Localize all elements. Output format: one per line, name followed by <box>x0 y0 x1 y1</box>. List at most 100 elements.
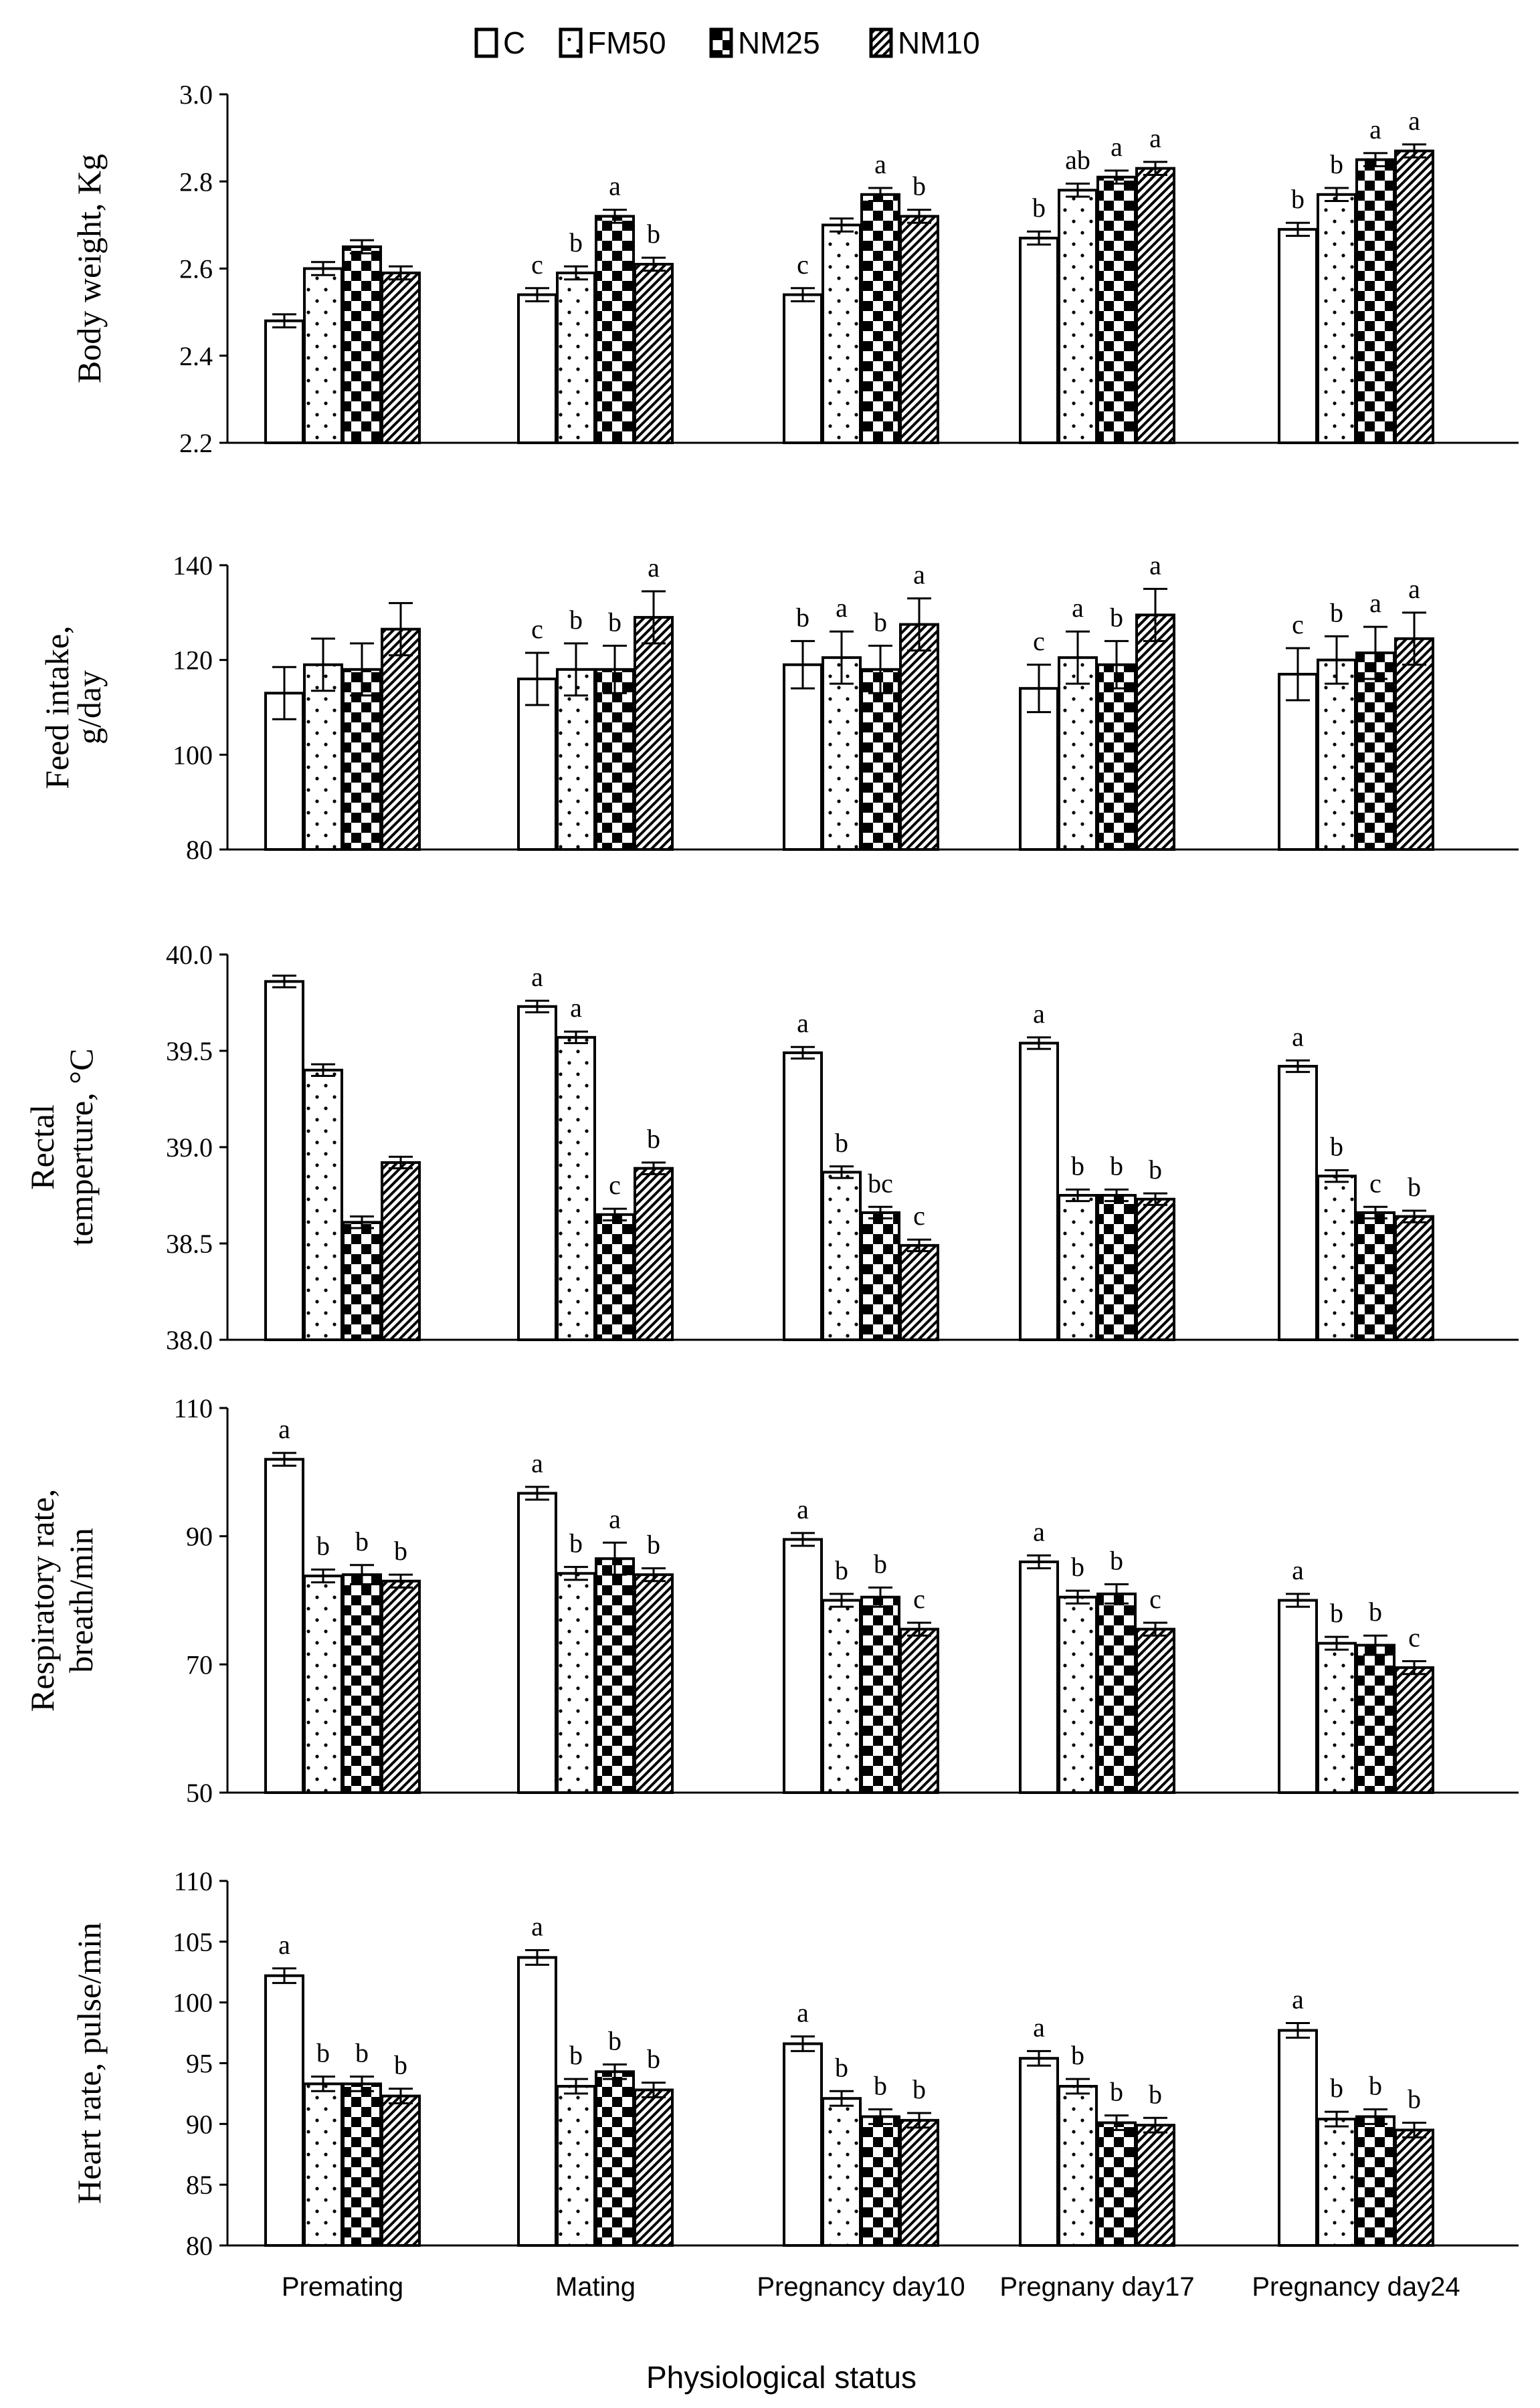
error-bar <box>830 630 854 685</box>
bar-nm25-4 <box>1096 175 1137 444</box>
bar-nm10-3 <box>899 2118 939 2247</box>
bar-c-4 <box>1019 687 1059 851</box>
bar-fm50-1 <box>303 663 343 851</box>
significance-letter: b <box>647 1124 660 1154</box>
error-bar <box>1143 1621 1167 1637</box>
error-bar <box>525 1949 549 1966</box>
error-bar <box>1027 664 1051 714</box>
error-bar <box>1286 1059 1310 1074</box>
significance-letter: b <box>1330 149 1343 179</box>
significance-letter: b <box>1408 1172 1421 1202</box>
significance-letter: b <box>394 2050 407 2080</box>
error-bar <box>1027 230 1051 246</box>
significance-letter: b <box>1330 597 1343 627</box>
y-tick-label: 95 <box>186 2049 213 2079</box>
significance-letter: c <box>797 249 809 280</box>
error-bar <box>603 209 627 224</box>
error-bar <box>791 1045 815 1060</box>
legend-label: NM10 <box>898 25 980 60</box>
y-tick-label: 100 <box>173 1988 213 2018</box>
y-axis-title: breath/min <box>62 1528 100 1673</box>
error-bar <box>603 644 627 694</box>
error-bar <box>1286 221 1310 237</box>
bar-nm25-1 <box>342 1221 382 1341</box>
bar-nm25-2 <box>595 215 635 444</box>
bar-fm50-3 <box>822 1599 862 1794</box>
significance-letter: c <box>913 1584 925 1614</box>
x-category-labels: Premating Mating Pregnancy day10 Pregnany d… <box>282 2272 1460 2302</box>
bar-nm10-4 <box>1135 2124 1175 2247</box>
bar-c-5 <box>1278 227 1318 444</box>
error-bar <box>830 1593 854 1608</box>
significance-letter: b <box>912 2074 926 2104</box>
significance-letter: a <box>609 171 621 201</box>
bar-c-3 <box>783 663 823 851</box>
error-bar <box>1104 1583 1129 1605</box>
significance-letter: b <box>874 2071 887 2101</box>
significance-letter: a <box>1292 1021 1304 1051</box>
error-bar <box>525 999 549 1013</box>
significance-letter: b <box>1071 1150 1084 1181</box>
significance-letter: b <box>1369 1597 1382 1627</box>
significance-letter: b <box>316 2037 330 2068</box>
bar-fm50-1 <box>303 2082 343 2247</box>
error-bar <box>1402 1209 1426 1223</box>
bar-nm10-1 <box>381 272 421 445</box>
error-bar <box>1363 2108 1387 2125</box>
bar-fm50-1 <box>303 1575 343 1794</box>
error-bar <box>564 642 588 697</box>
y-tick-label: 140 <box>173 550 213 581</box>
significance-letter: b <box>1330 1598 1343 1628</box>
error-bar <box>1143 161 1167 176</box>
legend-item-fm50: FM50 <box>559 25 666 60</box>
y-axis-title: Feed intake, <box>38 625 76 789</box>
y-tick-label: 80 <box>186 835 213 865</box>
bar-nm10-4 <box>1135 1197 1175 1342</box>
error-bar <box>564 1566 588 1581</box>
significance-letter: a <box>609 1504 621 1534</box>
significance-letter: b <box>569 605 583 635</box>
significance-letter: a <box>1033 999 1045 1029</box>
significance-letter: b <box>874 1548 887 1579</box>
error-bar <box>642 590 666 645</box>
error-bar <box>311 637 335 692</box>
bar-fm50-5 <box>1317 2118 1357 2247</box>
y-tick-label: 2.2 <box>179 428 213 458</box>
bar-nm10-3 <box>899 215 939 444</box>
error-bar <box>1104 169 1129 185</box>
significance-letter: c <box>913 1201 925 1231</box>
bar-fm50-3 <box>822 656 862 851</box>
panel-3: 38.0 38.5 39.0 39.5 40.0 Rectal temperture, °C… <box>23 940 1519 1355</box>
error-bar <box>907 2112 931 2129</box>
bar-nm10-5 <box>1394 149 1434 444</box>
error-bar <box>272 666 296 720</box>
error-bar <box>1402 143 1426 159</box>
error-bar <box>311 1063 335 1077</box>
y-tick-label: 2.4 <box>179 341 213 371</box>
significance-letter: b <box>569 2040 583 2070</box>
significance-letter: ab <box>1065 145 1090 175</box>
significance-letter: b <box>1110 1546 1123 1576</box>
significance-letter: b <box>394 1536 407 1566</box>
error-bar <box>1104 639 1129 690</box>
significance-letter: a <box>531 1448 543 1478</box>
error-bar <box>603 1541 627 1576</box>
bar-nm10-2 <box>634 615 674 851</box>
significance-letter: a <box>913 560 925 590</box>
y-axis-title: g/day <box>70 670 108 744</box>
x-axis-title: Physiological status <box>646 2360 917 2395</box>
bar-c-3 <box>783 1538 823 1794</box>
significance-letter: b <box>874 607 887 637</box>
bar-c-2 <box>517 1005 557 1341</box>
error-bar <box>603 1207 627 1221</box>
error-bar <box>830 2090 854 2107</box>
bar-nm10-1 <box>381 1161 421 1342</box>
bar-nm10-3 <box>899 1627 939 1794</box>
error-bar <box>525 287 549 302</box>
error-bar <box>791 639 815 690</box>
y-tick-label: 70 <box>186 1649 213 1680</box>
y-tick-label: 40.0 <box>166 940 213 970</box>
significance-letter: c <box>1292 609 1304 639</box>
error-bar <box>1402 1660 1426 1676</box>
